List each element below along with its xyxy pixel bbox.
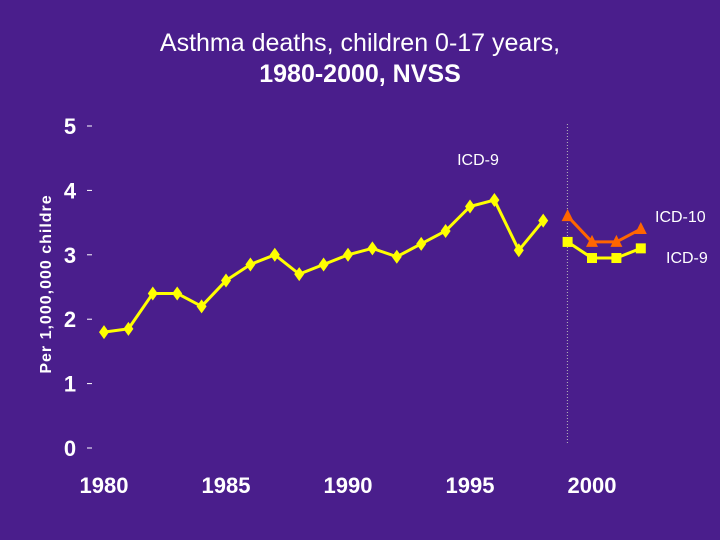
x-tick-label: 1995 <box>446 473 495 498</box>
data-point-square <box>611 253 622 264</box>
data-point-diamond <box>343 247 353 262</box>
data-point-diamond <box>513 243 524 258</box>
y-tick-label: 0 <box>64 436 76 461</box>
x-tick-label: 1990 <box>324 473 373 498</box>
series-line-triangle <box>566 215 642 244</box>
y-tick-label: 4 <box>64 178 77 203</box>
annotation-labels: ICD-9 ICD-10 ICD-9 <box>457 152 708 267</box>
series-annotation-label: ICD-9 <box>457 152 499 169</box>
data-point-diamond <box>147 286 158 301</box>
data-point-diamond <box>391 249 402 264</box>
data-point-diamond <box>123 321 134 336</box>
y-tick-label: 1 <box>64 372 76 397</box>
chart-title: Asthma deaths, children 0-17 years, 1980… <box>0 28 720 90</box>
data-point-diamond <box>489 193 500 208</box>
chart-title-line1: Asthma deaths, children 0-17 years, <box>159 29 561 57</box>
data-point-diamond <box>196 299 207 314</box>
data-point-diamond <box>416 236 427 251</box>
data-point-diamond <box>440 223 451 238</box>
data-point-diamond <box>318 257 329 272</box>
series-annotation-label: ICD-9 <box>666 250 708 267</box>
x-tick-label: 1985 <box>202 473 251 498</box>
data-point-triangle <box>561 209 574 222</box>
data-point-triangle <box>586 234 598 247</box>
y-tick-label: 3 <box>64 243 76 268</box>
data-point-square <box>587 253 597 264</box>
y-tick-label: 2 <box>64 307 76 332</box>
y-tick-label: 5 <box>64 114 76 139</box>
data-point-diamond <box>538 213 549 228</box>
data-point-diamond <box>245 257 256 272</box>
data-point-diamond <box>172 286 183 301</box>
data-point-square <box>562 236 573 247</box>
data-point-diamond <box>465 199 475 214</box>
data-point-diamond <box>294 267 305 282</box>
series-annotation-label: ICD-10 <box>655 209 706 226</box>
data-point-diamond <box>221 273 231 288</box>
chart-axes: 0 1 2 3 4 5 1980 1985 1990 1995 2000 Per 1,000,000 … <box>38 114 616 498</box>
data-point-triangle <box>610 234 623 247</box>
x-tick-label: 2000 <box>568 473 617 498</box>
data-point-square <box>635 243 646 254</box>
data-point-triangle <box>634 222 647 235</box>
data-point-diamond <box>367 241 378 256</box>
x-tick-label: 1980 <box>80 473 129 498</box>
plot-area <box>99 124 647 445</box>
series-line-square <box>566 240 642 260</box>
y-axis-label: Per 1,000,000 childre <box>38 194 55 373</box>
data-point-diamond <box>269 247 280 262</box>
chart-title-line2: 1980-2000, NVSS <box>259 60 461 88</box>
data-point-diamond <box>99 325 109 340</box>
